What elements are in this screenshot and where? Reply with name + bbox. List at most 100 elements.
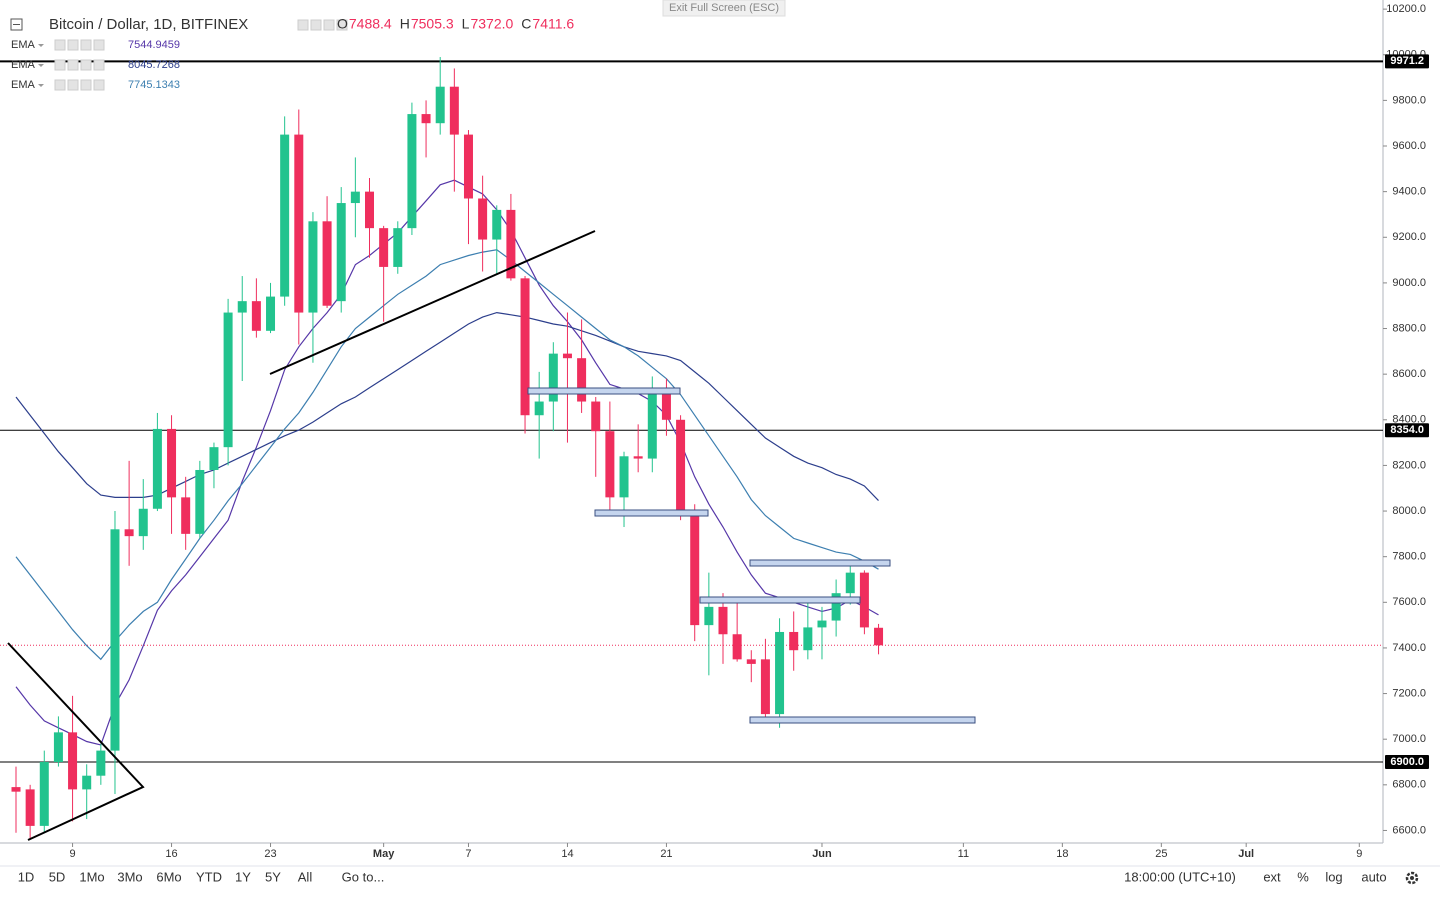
price-label-box [1385, 54, 1429, 69]
symbol-title: Bitcoin / Dollar, 1D, BITFINEX [49, 16, 248, 33]
candle-body [181, 497, 191, 534]
header: O 7488.4 H 7505.3 L 7372.0 C 7411.6 EMA 7544.9459… [11, 16, 574, 91]
ema-line [15, 179, 879, 746]
y-tick-label: 9600.0 [1392, 140, 1426, 152]
candle-body [577, 358, 587, 402]
y-tick-label: 6800.0 [1392, 779, 1426, 791]
goto-button[interactable]: Go to... [342, 869, 385, 884]
zone [749, 716, 976, 724]
candle-body [124, 529, 134, 537]
legend-icon[interactable] [54, 79, 66, 91]
range-button[interactable]: All [298, 869, 313, 884]
candle-body [506, 209, 516, 279]
exit-fullscreen-label[interactable]: Exit Full Screen (ESC) [669, 2, 779, 14]
scale-option[interactable]: auto [1361, 869, 1386, 884]
candle-body [96, 750, 106, 776]
ohlc-key: C [521, 16, 531, 32]
range-button[interactable]: 1D [18, 869, 35, 884]
settings-icon[interactable] [1405, 871, 1419, 885]
candle-body [421, 114, 431, 124]
legend-icon[interactable] [93, 79, 105, 91]
candle-body [209, 447, 219, 470]
legend-icon[interactable] [54, 39, 66, 51]
candle-body [82, 775, 92, 790]
zone [594, 509, 709, 517]
indicator-value: 7745.1343 [128, 79, 180, 91]
plot [0, 57, 1383, 840]
range-button[interactable]: 3Mo [117, 869, 142, 884]
ohlc-value: 7372.0 [470, 16, 513, 32]
candle-body [237, 301, 247, 313]
range-button[interactable]: 1Mo [79, 869, 104, 884]
scale-option[interactable]: ext [1263, 869, 1281, 884]
legend-icon[interactable] [80, 59, 92, 71]
candle-body [874, 627, 884, 646]
candle-body [803, 627, 813, 651]
legend-icon[interactable] [93, 59, 105, 71]
candle-body [605, 431, 615, 498]
candle-body [704, 606, 714, 626]
x-tick-label: 7 [465, 848, 471, 860]
price-label: 9971.2 [1390, 55, 1424, 67]
candle-body [365, 191, 374, 229]
range-button[interactable]: YTD [196, 869, 222, 884]
scale-option[interactable]: log [1325, 869, 1342, 884]
candle-body [195, 469, 205, 534]
x-tick-label: 14 [561, 848, 573, 860]
zone [749, 559, 891, 567]
legend-icon[interactable] [80, 79, 92, 91]
exit-fullscreen-button[interactable] [662, 0, 786, 17]
x-tick-label: 23 [264, 848, 276, 860]
x-tick-label: 9 [1356, 848, 1362, 860]
y-tick-label: 9800.0 [1392, 94, 1426, 106]
y-tick-label: 6600.0 [1392, 824, 1426, 836]
range-button[interactable]: 6Mo [156, 869, 181, 884]
candle-body [138, 508, 148, 537]
legend-icon[interactable] [93, 39, 105, 51]
candle-body [308, 221, 318, 313]
candle-body [463, 134, 473, 199]
legend-icon[interactable] [336, 19, 348, 31]
candle-body [718, 606, 728, 635]
candle-body [280, 134, 290, 297]
candle-body [110, 529, 120, 751]
ohlc-key: L [462, 16, 470, 32]
y-tick-label: 8200.0 [1392, 459, 1426, 471]
timezone[interactable]: 18:00:00 (UTC+10) [1124, 869, 1236, 884]
zone [527, 387, 681, 395]
candle-body [760, 659, 770, 715]
range-button[interactable]: 5D [49, 869, 66, 884]
legend-icon[interactable] [323, 19, 335, 31]
toolbar: 1D 5D 1Mo 3Mo 6Mo YTD 1Y 5Y All Go to... 18:00:00 … [18, 869, 1387, 884]
range-button[interactable]: 1Y [235, 869, 251, 884]
collapse-icon[interactable] [10, 18, 23, 31]
legend-icon[interactable] [297, 19, 309, 31]
indicator-name: EMA [11, 59, 36, 71]
legend-icon[interactable] [67, 59, 79, 71]
candle-body [845, 572, 855, 594]
x-tick-label: 25 [1155, 848, 1167, 860]
price-label: 8354.0 [1390, 424, 1424, 436]
ema-line [15, 249, 879, 661]
price-label: 6900.0 [1390, 756, 1424, 768]
legend-icon[interactable] [67, 79, 79, 91]
y-tick-label: 8400.0 [1392, 414, 1426, 426]
candle-body [619, 456, 629, 498]
legend-icon[interactable] [310, 19, 322, 31]
legend-icon[interactable] [54, 59, 66, 71]
settings-gear[interactable] [1405, 871, 1419, 885]
scale-option[interactable]: % [1297, 869, 1309, 884]
indicator-name: EMA [11, 79, 36, 91]
indicator-caret [38, 84, 44, 87]
y-tick-label: 8600.0 [1392, 368, 1426, 380]
ohlc-value: 7505.3 [411, 16, 454, 32]
x-tick-label: 21 [660, 848, 672, 860]
legend-icon[interactable] [67, 39, 79, 51]
range-button[interactable]: 5Y [265, 869, 281, 884]
candle-body [633, 456, 643, 459]
legend-icon[interactable] [80, 39, 92, 51]
ohlc-value: 7411.6 [532, 16, 574, 32]
candle-body [39, 762, 49, 826]
